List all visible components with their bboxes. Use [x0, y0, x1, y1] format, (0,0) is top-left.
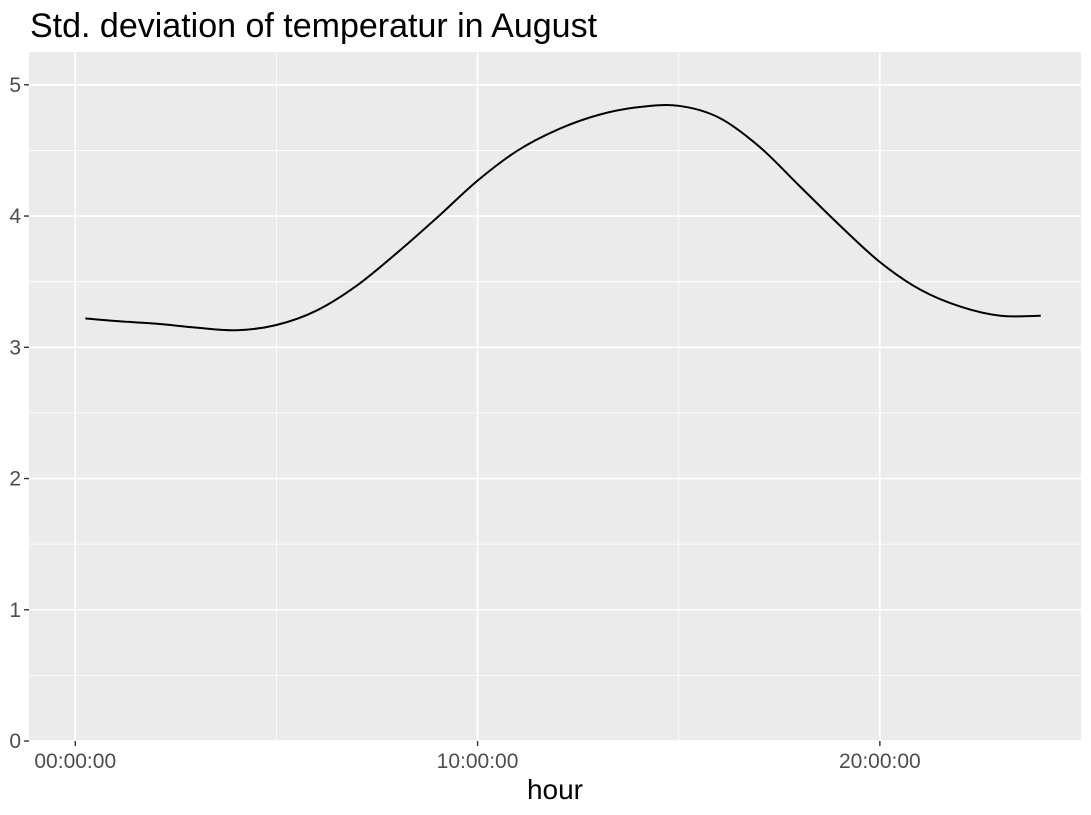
x-tick-label: 00:00:00	[34, 750, 116, 773]
y-tick-label: 4	[9, 205, 21, 228]
x-axis-title: hour	[527, 774, 583, 805]
series-line	[85, 104, 1041, 332]
y-tick-label: 1	[9, 599, 21, 622]
grid-major	[29, 52, 1081, 742]
y-tick-label: 3	[9, 336, 21, 359]
grid-minor	[29, 52, 1081, 741]
chart-title: Std. deviation of temperatur in August	[30, 7, 598, 45]
plot-panel	[29, 52, 1081, 741]
y-tick-label: 2	[9, 468, 21, 491]
x-axis-ticks: 00:00:00 10:00:00 20:00:00	[34, 741, 921, 773]
y-tick-label: 0	[9, 730, 21, 753]
x-tick-label: 10:00:00	[437, 750, 519, 773]
y-tick-label: 5	[9, 74, 21, 97]
x-tick-label: 20:00:00	[839, 750, 921, 773]
series-lines	[85, 104, 1041, 332]
y-axis-ticks: 0 1 2 3 4 5	[9, 74, 29, 753]
